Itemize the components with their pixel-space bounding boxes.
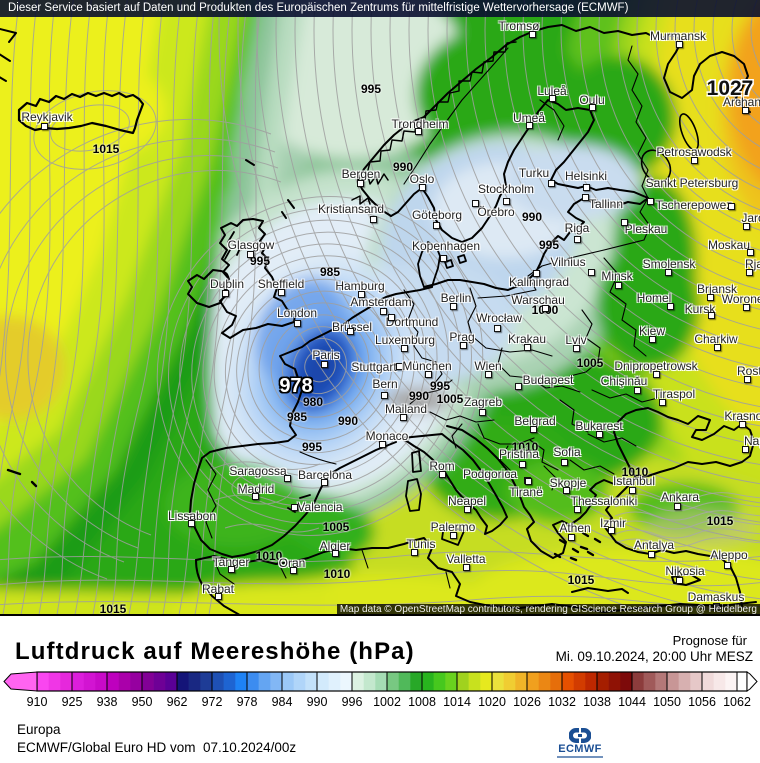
svg-text:984: 984 [272, 695, 293, 709]
svg-text:1020: 1020 [478, 695, 506, 709]
svg-text:950: 950 [132, 695, 153, 709]
svg-text:1032: 1032 [548, 695, 576, 709]
svg-text:1038: 1038 [583, 695, 611, 709]
svg-text:1044: 1044 [618, 695, 646, 709]
svg-text:1026: 1026 [513, 695, 541, 709]
svg-text:925: 925 [62, 695, 83, 709]
svg-text:938: 938 [97, 695, 118, 709]
svg-text:1008: 1008 [408, 695, 436, 709]
svg-text:978: 978 [237, 695, 258, 709]
svg-text:1050: 1050 [653, 695, 681, 709]
svg-text:996: 996 [342, 695, 363, 709]
svg-text:962: 962 [167, 695, 188, 709]
svg-text:1002: 1002 [373, 695, 401, 709]
svg-text:990: 990 [307, 695, 328, 709]
svg-text:1062: 1062 [723, 695, 751, 709]
svg-text:1014: 1014 [443, 695, 471, 709]
svg-text:910: 910 [27, 695, 48, 709]
svg-text:1056: 1056 [688, 695, 716, 709]
svg-text:972: 972 [202, 695, 223, 709]
